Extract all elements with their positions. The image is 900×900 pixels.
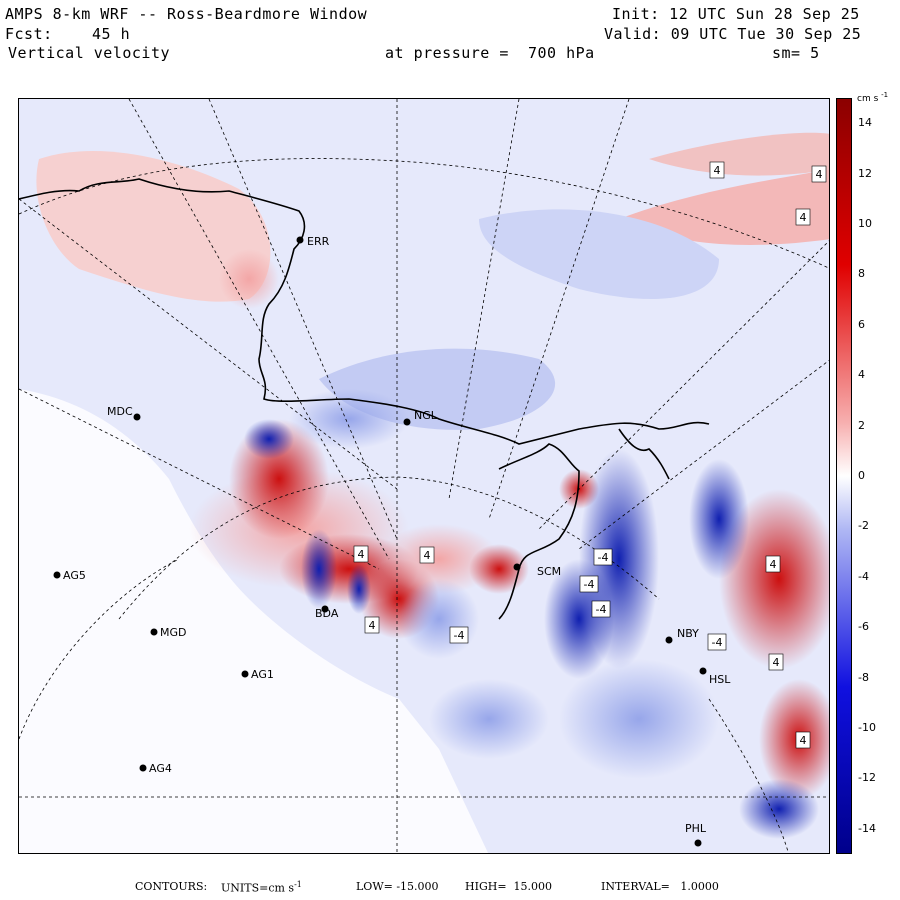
svg-text:NGL: NGL	[414, 409, 438, 422]
contour-label: 4	[795, 208, 811, 226]
colorbar-tick: 2	[858, 418, 865, 432]
colorbar-tick: 8	[858, 267, 865, 281]
field-name: Vertical velocity	[8, 44, 171, 62]
svg-text:-4: -4	[598, 551, 609, 564]
footer-interval: INTERVAL= 1.0000	[601, 880, 719, 893]
svg-text:AG1: AG1	[251, 668, 274, 681]
svg-text:4: 4	[369, 619, 376, 632]
contour-label: 4	[795, 731, 811, 749]
svg-text:4: 4	[800, 211, 807, 224]
svg-text:4: 4	[816, 168, 823, 181]
svg-text:-4: -4	[454, 629, 465, 642]
contour-label: 4	[768, 653, 784, 671]
footer-contours-label: CONTOURS:	[135, 880, 208, 893]
colorbar-tick: 12	[858, 166, 872, 180]
station-SCM[interactable]: SCM	[513, 563, 562, 579]
contour-label: 4	[419, 546, 435, 564]
svg-text:-4: -4	[596, 603, 607, 616]
colorbar-unit: cm s -1	[857, 91, 889, 104]
svg-text:BDA: BDA	[315, 607, 339, 620]
station-MDC[interactable]: MDC	[107, 405, 141, 421]
svg-text:4: 4	[800, 734, 807, 747]
station-ERR[interactable]: ERR	[296, 235, 330, 248]
colorbar-tick: -2	[858, 519, 869, 533]
svg-text:AG4: AG4	[149, 762, 172, 775]
contour-label: 4	[811, 165, 827, 183]
pressure-level: at pressure = 700 hPa	[385, 44, 595, 62]
svg-text:NBY: NBY	[677, 627, 699, 640]
contour-label: -4	[707, 633, 727, 651]
init-time: Init: 12 UTC Sun 28 Sep 25	[612, 5, 860, 23]
valid-time: Valid: 09 UTC Tue 30 Sep 25	[604, 25, 862, 43]
svg-text:MGD: MGD	[160, 626, 187, 639]
station-markers: MDC NGL AG5 MGD AG1 AG4 NBY PHL HSL SCM …	[53, 235, 732, 847]
colorbar-tick: 10	[858, 217, 872, 230]
station-MGD[interactable]: MGD	[150, 626, 187, 639]
svg-text:ERR: ERR	[307, 235, 330, 248]
footer-units: UNITS=cm s-1	[221, 880, 302, 895]
forecast-hour: 45 h	[92, 25, 131, 43]
colorbar-tick: -4	[858, 569, 869, 583]
svg-text:-4: -4	[712, 636, 723, 649]
svg-text:4: 4	[358, 548, 365, 561]
station-NBY[interactable]: NBY	[665, 627, 700, 644]
colorbar-tick: -8	[858, 670, 869, 684]
footer-high: HIGH= 15.000	[465, 880, 553, 893]
station-AG1[interactable]: AG1	[241, 668, 274, 681]
colorbar-tick: 4	[858, 368, 865, 382]
colorbar	[836, 98, 852, 854]
station-NGL[interactable]: NGL	[403, 409, 438, 426]
station-BDA[interactable]: BDA	[315, 605, 339, 621]
svg-text:PHL: PHL	[685, 822, 707, 835]
map-panel: 4 4 4 4 4 -4 -4 -4 4 -4 -4 4 4 4 MDC NGL…	[18, 98, 830, 854]
vertical-velocity-map: 4 4 4 4 4 -4 -4 -4 4 -4 -4 4 4 4 MDC NGL…	[19, 99, 829, 853]
colorbar-tick: -12	[858, 771, 876, 785]
contour-label: -4	[593, 548, 613, 566]
footer-low: LOW= -15.000	[356, 880, 439, 893]
chart-title: AMPS 8-km WRF -- Ross-Beardmore Window	[5, 5, 368, 23]
contour-label: -4	[591, 600, 611, 618]
contour-label: 4	[353, 545, 369, 563]
contour-label: 4	[709, 161, 725, 179]
station-AG4[interactable]: AG4	[139, 762, 172, 775]
station-AG5[interactable]: AG5	[53, 569, 86, 582]
station-HSL[interactable]: HSL	[699, 667, 732, 687]
svg-text:AG5: AG5	[63, 569, 86, 582]
svg-text:HSL: HSL	[709, 673, 731, 686]
colorbar-tick: -14	[858, 821, 876, 835]
contour-label: 4	[364, 616, 380, 634]
svg-text:-4: -4	[584, 578, 595, 591]
forecast-label: Fcst:	[5, 25, 53, 43]
colorbar-tick: 14	[858, 116, 872, 130]
svg-text:SCM: SCM	[537, 565, 561, 578]
svg-text:4: 4	[424, 549, 431, 562]
svg-text:MDC: MDC	[107, 405, 133, 418]
svg-text:4: 4	[773, 656, 780, 669]
contour-label: -4	[449, 626, 469, 644]
svg-text:4: 4	[770, 558, 777, 571]
svg-text:4: 4	[714, 164, 721, 177]
station-PHL[interactable]: PHL	[685, 822, 707, 847]
smoothing: sm= 5	[772, 44, 820, 62]
colorbar-tick: -6	[858, 620, 869, 634]
contour-label: -4	[579, 575, 599, 593]
colorbar-tick: 0	[858, 469, 865, 482]
colorbar-tick: -10	[858, 721, 876, 734]
colorbar-tick: 6	[858, 317, 865, 331]
contour-label: 4	[765, 555, 781, 573]
